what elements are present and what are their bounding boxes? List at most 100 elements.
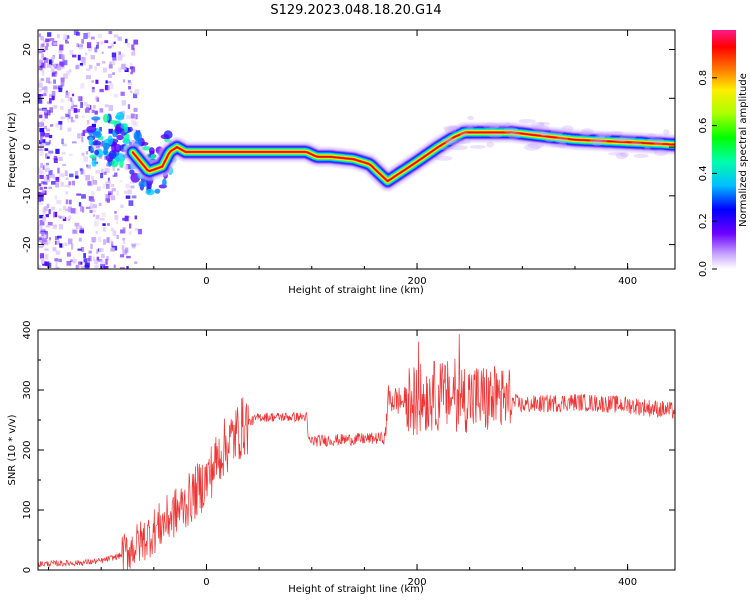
spectrogram-noise-cell	[110, 184, 115, 187]
spectrogram-noise-cell	[58, 88, 63, 93]
spectrogram-noise-cell	[92, 256, 95, 261]
spectrogram-noise-cell	[51, 72, 57, 77]
spectrogram-noise-cell	[96, 186, 101, 191]
spectrogram-noise-cell	[85, 175, 90, 181]
spectrogram-noise-cell	[110, 227, 114, 232]
spectrogram-noise-cell	[87, 258, 90, 262]
spectrogram-halo	[619, 134, 637, 140]
snr-y-tick-label: 200	[22, 440, 33, 459]
spectrogram-noise-cell	[43, 181, 48, 185]
spectrogram-noise-cell	[133, 121, 138, 127]
spectrogram-halo	[539, 131, 547, 137]
spectrogram-blotch	[160, 134, 170, 140]
spectrogram-noise-cell	[134, 215, 138, 220]
spectrogram-noise-cell	[131, 195, 137, 199]
spectrogram-halo	[443, 125, 461, 131]
spectrogram-noise-cell	[49, 124, 54, 127]
spectrogram-y-tick-label: 0	[22, 144, 33, 150]
spectrogram-noise-cell	[108, 31, 113, 35]
spectrogram-noise-cell	[75, 65, 79, 70]
spectrogram-noise-cell	[58, 85, 63, 90]
spectrogram-y-tick-label: -10	[22, 188, 33, 204]
spectrogram-blotch	[89, 154, 97, 159]
spectrogram-halo	[540, 122, 550, 126]
spectrogram-noise-cell	[57, 34, 60, 39]
spectrogram-ridge-layer	[132, 131, 675, 182]
spectrogram-noise-cell	[47, 110, 51, 116]
spectrogram-noise-cell	[98, 202, 102, 206]
spectrogram-noise-cell	[116, 235, 119, 239]
spectrogram-noise-cell	[89, 199, 95, 202]
spectrogram-noise-cell	[44, 253, 49, 260]
spectrogram-noise-cell	[133, 107, 138, 112]
spectrogram-halo	[441, 138, 459, 144]
spectrogram-noise-cell	[114, 172, 118, 177]
spectrogram-noise-cell	[78, 43, 83, 50]
spectrogram-noise-cell	[136, 242, 141, 246]
colorbar-tick-label: 0.6	[698, 118, 709, 134]
snr-x-tick-label: 200	[407, 577, 426, 588]
spectrogram-noise-cell	[39, 227, 44, 231]
spectrogram-noise-cell	[39, 89, 42, 92]
spectrogram-noise-cell	[95, 79, 99, 84]
spectrogram-halo	[524, 143, 541, 151]
spectrogram-noise-cell	[45, 141, 50, 146]
spectrogram-noise-cell	[44, 148, 49, 151]
spectrogram-noise-cell	[44, 261, 50, 267]
spectrogram-noise-cell	[60, 181, 64, 187]
spectrogram-noise-cell	[94, 259, 99, 265]
spectrogram-noise-cell	[81, 169, 86, 174]
spectrogram-noise-cell	[135, 114, 138, 120]
spectrogram-halo	[646, 133, 657, 139]
spectrogram-noise-cell	[89, 64, 93, 69]
spectrogram-noise-cell	[107, 73, 113, 78]
spectrogram-noise-cell	[83, 253, 86, 258]
spectrogram-noise-cell	[70, 119, 75, 123]
spectrogram-noise-cell	[38, 246, 44, 249]
spectrogram-blotch	[91, 159, 97, 167]
spectrogram-noise-cell	[49, 134, 53, 139]
spectrogram-noise-cell	[107, 223, 110, 226]
spectrogram-noise-cell	[90, 243, 93, 250]
spectrogram-noise-cell	[49, 237, 51, 241]
spectrogram-noise-cell	[49, 174, 55, 179]
spectrogram-noise-cell	[120, 204, 124, 209]
spectrogram-noise-cell	[46, 153, 51, 156]
spectrogram-noise-cell	[130, 185, 135, 189]
spectrogram-blotch	[162, 178, 167, 187]
spectrogram-noise-cell	[101, 212, 106, 218]
spectrogram-noise-cell	[49, 107, 53, 113]
spectrogram-noise-cell	[85, 130, 88, 133]
spectrogram-noise-cell	[38, 183, 42, 187]
spectrogram-noise-cell	[111, 241, 114, 248]
spectrogram-noise-cell	[46, 179, 50, 182]
spectrogram-blotch	[111, 143, 117, 153]
spectrogram-noise-cell	[119, 267, 125, 269]
spectrogram-noise-cell	[93, 105, 96, 109]
spectrogram-noise-cell	[63, 34, 68, 40]
spectrogram-noise-cell	[39, 114, 43, 119]
spectrogram-noise-cell	[67, 238, 73, 245]
spectrogram-noise-cell	[72, 230, 77, 234]
spectrogram-noise-cell	[69, 107, 74, 111]
spectrogram-halo	[469, 145, 486, 149]
colorbar-ticks: 0.0 0.2 0.4 0.6 0.8	[698, 70, 717, 277]
spectrogram-noise-cell	[46, 174, 50, 180]
spectrogram-noise-cell	[132, 140, 136, 145]
spectrogram-noise-cell	[120, 91, 125, 96]
spectrogram-noise-cell	[38, 83, 43, 88]
spectrogram-noise-cell	[113, 264, 116, 268]
spectrogram-noise-cell	[42, 49, 46, 53]
spectrogram-noise-cell	[67, 127, 72, 132]
spectrogram-frame	[37, 29, 676, 270]
spectrogram-noise-cell	[58, 121, 63, 125]
figure-title: S129.2023.048.18.20.G14	[270, 3, 441, 18]
spectrogram-noise-cell	[65, 41, 69, 44]
spectrogram-noise-cell	[55, 236, 59, 240]
spectrogram-noise-cell	[89, 205, 93, 210]
spectrogram-noise-cell	[101, 253, 105, 259]
spectrogram-x-tick-label: 400	[618, 276, 637, 287]
spectrogram-noise-cell	[47, 222, 53, 226]
spectrogram-halo	[540, 131, 551, 136]
spectrogram-noise-cell	[41, 181, 47, 184]
